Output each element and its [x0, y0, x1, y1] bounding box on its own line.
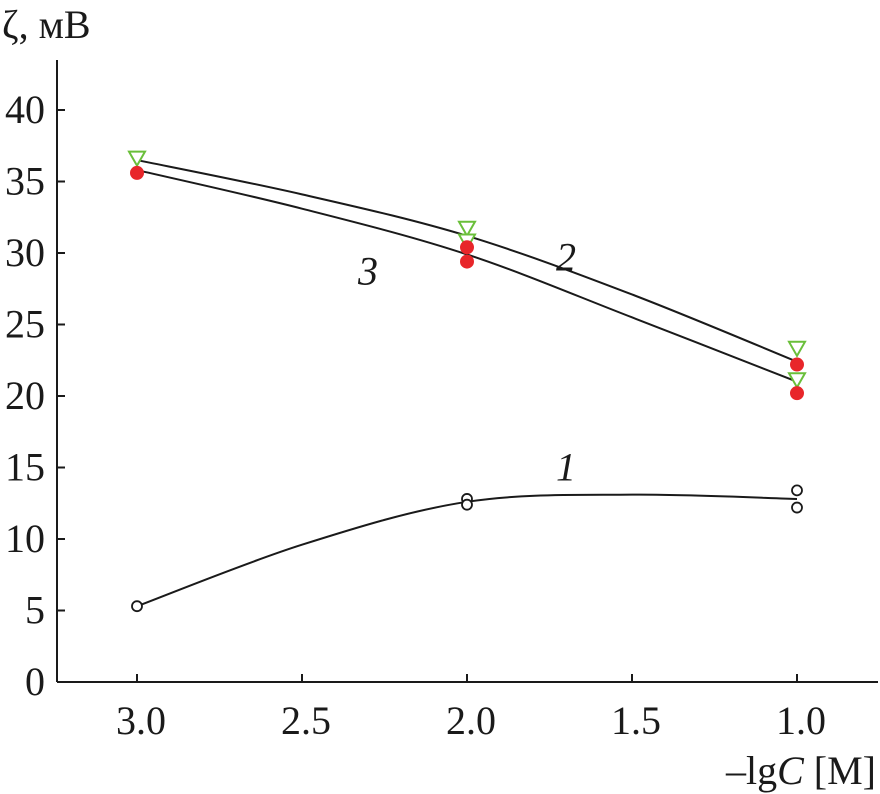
- series-1-curve: [136, 493, 798, 608]
- y-tick-label: 5: [25, 588, 45, 633]
- x-tick-label: 2.0: [446, 698, 496, 743]
- series-3-point: [790, 357, 804, 372]
- series-2-point: [787, 340, 807, 358]
- series-3-point: [790, 386, 804, 401]
- series-1-point: [131, 600, 143, 613]
- x-axis-title: –lgC [M]: [725, 748, 876, 793]
- x-tick-label: 3.0: [116, 698, 166, 743]
- series-3-label: 3: [357, 249, 378, 294]
- x-tick-label: 1.0: [776, 698, 826, 743]
- x-tick-label: 2.5: [281, 698, 331, 743]
- ticks: 0 5 10 15 20 25 30 35 40 3.0 2.5 2.0 1.5 1.0: [5, 87, 826, 743]
- series-3-curve: [136, 169, 798, 383]
- y-tick-label: 30: [5, 230, 45, 275]
- y-tick-label: 10: [5, 516, 45, 561]
- y-tick-label: 25: [5, 302, 45, 347]
- series-3-point: [130, 165, 144, 180]
- x-axis-title-variable: C: [777, 748, 805, 793]
- series-3-point: [460, 254, 474, 269]
- series-2-point: [127, 150, 147, 168]
- x-axis-title-prefix: –lg: [725, 748, 777, 793]
- series-2-label: 2: [556, 234, 576, 279]
- series-1-point: [791, 501, 803, 514]
- series-1-point: [461, 498, 473, 511]
- series-2-point: [457, 220, 477, 238]
- y-tick-label: 15: [5, 445, 45, 490]
- series-1-label: 1: [556, 445, 576, 490]
- data-markers: [127, 150, 807, 613]
- series-2-point: [787, 372, 807, 390]
- y-axis-title: ζ, мВ: [2, 2, 91, 47]
- x-axis-title-suffix: [M]: [804, 748, 876, 793]
- y-tick-label: 40: [5, 87, 45, 132]
- y-tick-label: 20: [5, 373, 45, 418]
- y-tick-label: 35: [5, 159, 45, 204]
- x-tick-label: 1.5: [611, 698, 661, 743]
- y-tick-label: 0: [25, 659, 45, 704]
- series-1-point: [791, 484, 803, 497]
- series-3-point: [460, 240, 474, 255]
